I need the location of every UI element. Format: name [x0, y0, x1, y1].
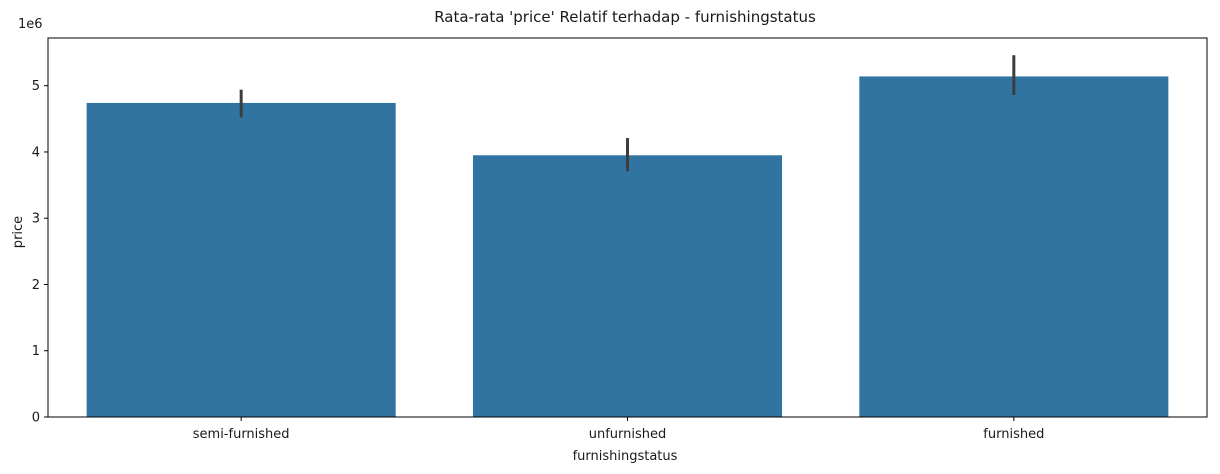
x-ticks-layer: semi-furnished unfurnished furnished	[193, 417, 1044, 442]
bar-furnished	[859, 76, 1169, 418]
y-ticks-layer: 0 1 2 3 4 5	[32, 79, 48, 426]
x-tick-label: furnished	[983, 427, 1044, 442]
error-bars-layer	[239, 55, 1016, 172]
y-tick-label: 1	[32, 344, 40, 359]
bars-layer	[86, 76, 1169, 418]
y-tick-label: 3	[32, 212, 40, 227]
y-axis-multiplier: 1e6	[18, 17, 43, 32]
x-tick-label: semi-furnished	[193, 427, 290, 442]
y-tick-label: 2	[32, 278, 40, 293]
y-axis-label: price	[11, 216, 26, 248]
x-axis-label: furnishingstatus	[573, 449, 678, 464]
bar-semi-furnished	[86, 102, 396, 417]
bar-unfurnished	[472, 155, 783, 418]
y-tick-label: 4	[32, 145, 40, 160]
y-tick-label: 0	[32, 411, 40, 426]
chart-title: Rata-rata 'price' Relatif terhadap - fur…	[434, 8, 816, 26]
x-tick-label: unfurnished	[589, 427, 667, 442]
plot-frame	[47, 37, 1208, 418]
y-tick-label: 5	[32, 79, 40, 94]
